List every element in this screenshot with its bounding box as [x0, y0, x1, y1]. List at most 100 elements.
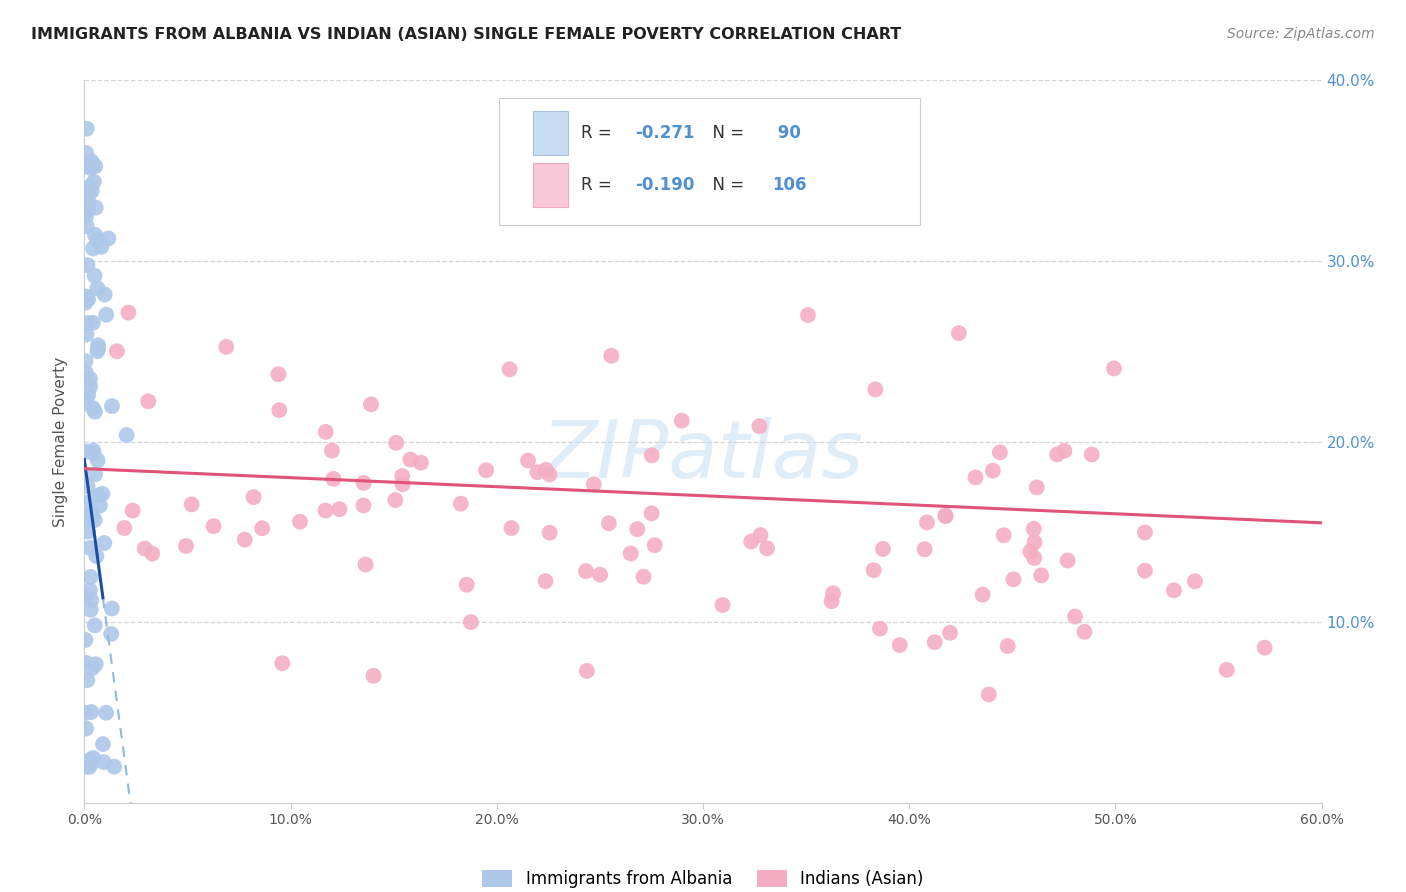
Point	[288, 515, 311, 529]
Text: IMMIGRANTS FROM ALBANIA VS INDIAN (ASIAN) SINGLE FEMALE POVERTY CORRELATION CHAR: IMMIGRANTS FROM ALBANIA VS INDIAN (ASIAN…	[31, 27, 901, 42]
Point	[1184, 574, 1206, 589]
Point	[1253, 640, 1275, 655]
Point	[498, 362, 520, 376]
Point	[115, 428, 138, 442]
Point	[620, 546, 643, 560]
Point	[79, 541, 101, 555]
Point	[75, 392, 97, 407]
Point	[80, 506, 103, 520]
Point	[79, 603, 101, 617]
Point	[981, 464, 1004, 478]
Point	[997, 639, 1019, 653]
Point	[1046, 447, 1069, 461]
Point	[75, 289, 97, 303]
Point	[75, 366, 97, 380]
Text: Source: ZipAtlas.com: Source: ZipAtlas.com	[1227, 27, 1375, 41]
Point	[82, 661, 104, 675]
Point	[965, 470, 987, 484]
Point	[391, 469, 413, 483]
Point	[75, 444, 97, 458]
Point	[75, 198, 97, 212]
Point	[315, 425, 337, 439]
Point	[77, 194, 100, 209]
Point	[948, 326, 970, 340]
Point	[79, 179, 101, 194]
Point	[112, 521, 135, 535]
Point	[1019, 544, 1042, 558]
Point	[1024, 535, 1046, 549]
Point	[83, 446, 105, 460]
Point	[76, 219, 98, 234]
Point	[76, 479, 98, 493]
Point	[84, 201, 107, 215]
Point	[456, 578, 478, 592]
Point	[711, 598, 734, 612]
Point	[117, 305, 139, 319]
Point	[1002, 572, 1025, 586]
Point	[820, 594, 842, 608]
Point	[82, 316, 104, 330]
Point	[328, 502, 350, 516]
Point	[80, 705, 103, 719]
Point	[75, 295, 97, 310]
Point	[1163, 583, 1185, 598]
Point	[83, 618, 105, 632]
Text: N =: N =	[702, 124, 749, 142]
Point	[640, 507, 662, 521]
Point	[79, 511, 101, 525]
Point	[86, 453, 108, 467]
Point	[121, 503, 143, 517]
Point	[756, 541, 779, 556]
Point	[924, 635, 946, 649]
Point	[84, 159, 107, 173]
Point	[83, 175, 105, 189]
Point	[671, 414, 693, 428]
Point	[1133, 564, 1156, 578]
FancyBboxPatch shape	[499, 98, 920, 225]
Point	[77, 387, 100, 401]
Point	[82, 751, 104, 765]
Point	[79, 583, 101, 598]
Point	[75, 632, 97, 647]
Point	[600, 349, 623, 363]
Point	[82, 157, 104, 171]
Point	[75, 160, 97, 174]
Point	[80, 593, 103, 607]
Point	[84, 467, 107, 482]
Text: -0.271: -0.271	[636, 124, 695, 142]
Point	[391, 477, 413, 491]
Point	[75, 656, 97, 670]
Point	[76, 258, 98, 272]
Text: R =: R =	[581, 124, 616, 142]
Point	[136, 394, 159, 409]
Point	[1053, 443, 1076, 458]
Point	[134, 541, 156, 556]
Point	[823, 586, 845, 600]
Point	[76, 327, 98, 342]
Point	[76, 121, 98, 136]
Point	[79, 753, 101, 767]
Point	[517, 453, 540, 467]
Point	[1064, 609, 1087, 624]
Legend: Immigrants from Albania, Indians (Asian): Immigrants from Albania, Indians (Asian)	[475, 863, 931, 892]
Point	[86, 281, 108, 295]
Point	[105, 344, 128, 359]
Point	[1081, 447, 1104, 461]
Point	[314, 503, 336, 517]
Point	[76, 760, 98, 774]
Point	[91, 487, 114, 501]
Text: N =: N =	[702, 176, 749, 194]
Point	[575, 664, 598, 678]
Point	[538, 467, 561, 482]
Point	[76, 190, 98, 204]
Point	[83, 227, 105, 242]
Point	[141, 547, 163, 561]
Point	[914, 542, 936, 557]
Point	[363, 669, 385, 683]
Point	[77, 524, 100, 539]
Point	[869, 622, 891, 636]
Point	[322, 472, 344, 486]
Point	[84, 405, 107, 419]
Point	[641, 448, 664, 462]
Point	[644, 538, 666, 552]
